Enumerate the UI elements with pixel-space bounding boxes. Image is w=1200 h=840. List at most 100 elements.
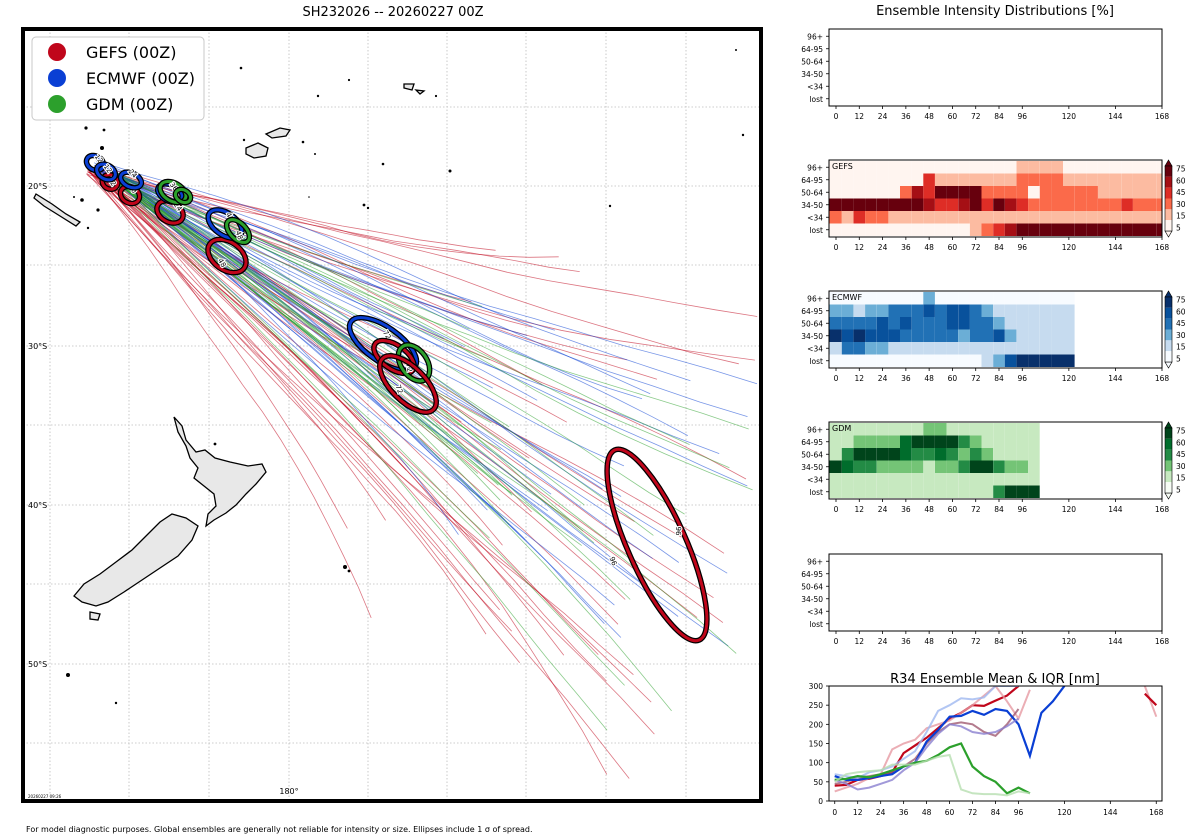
heatmap-cell	[1039, 161, 1052, 174]
ellipse-gdm-11: 48	[223, 216, 253, 246]
heatmap-cell	[981, 423, 994, 436]
heatmap-cell	[1121, 186, 1133, 199]
heatmap-cell	[911, 317, 924, 330]
heatmap-cell	[865, 329, 877, 342]
x-tick-label: 168	[1155, 505, 1170, 514]
footer-note: For model diagnostic purposes. Global en…	[26, 825, 533, 834]
heatmap-cell	[1016, 460, 1029, 473]
heatmap-cell	[1016, 186, 1029, 199]
heatmap-cell	[829, 161, 842, 174]
heatmap-cell	[911, 161, 924, 174]
panel-label: GDM	[832, 424, 851, 433]
intensity-panel-ecmwf: ECMWF 96+ 64-95 50-64 34-50 <34 lost 0 12 24 36 48 6…	[801, 290, 1186, 383]
heatmap-cell	[865, 198, 877, 211]
heatmap-cell	[935, 354, 947, 367]
track-line	[107, 180, 608, 731]
row-label: lost	[809, 95, 823, 104]
heatmap-cell	[888, 460, 900, 473]
heatmap-cell	[1098, 161, 1110, 174]
heatmap-cell	[829, 186, 842, 199]
colorbar-tick: 30	[1176, 331, 1186, 340]
heatmap-cell	[1028, 342, 1040, 355]
track-line	[98, 160, 622, 638]
heatmap-cell	[888, 186, 900, 199]
row-label: 34-50	[801, 332, 823, 341]
timestamp-stamp: 20260227 09:26	[28, 794, 62, 799]
x-tick-label: 60	[948, 243, 958, 252]
heatmap-cell	[1156, 198, 1162, 211]
heatmap-cell	[969, 304, 982, 317]
heatmap-cell	[900, 329, 912, 342]
heatmap-cell	[958, 342, 970, 355]
heatmap-cell	[1063, 161, 1075, 174]
heatmap-cell	[876, 423, 889, 436]
r34-x-tick: 144	[1103, 808, 1118, 817]
fiji-viti-levu	[245, 142, 269, 159]
colorbar-tick: 5	[1176, 486, 1181, 495]
heatmap-cell	[1063, 329, 1075, 342]
heatmap-cell	[923, 198, 935, 211]
heatmap-cell	[969, 354, 982, 367]
heatmap-cell	[1004, 485, 1017, 498]
heatmap-cell	[993, 292, 1005, 305]
heatmap-cell	[1051, 198, 1063, 211]
heatmap-cell	[993, 342, 1005, 355]
track-line	[109, 179, 753, 491]
r34-x-tick: 60	[945, 808, 955, 817]
row-label: lost	[809, 488, 823, 497]
heatmap-cell	[900, 317, 912, 330]
heatmap-cell	[853, 292, 866, 305]
r34-y-tick: 50	[813, 778, 823, 787]
heatmap-cell	[888, 329, 900, 342]
r34-x-tick: 24	[876, 808, 886, 817]
x-tick-label: 96	[1018, 637, 1028, 646]
heatmap-cell	[1132, 223, 1145, 236]
x-tick-label: 0	[834, 243, 839, 252]
heatmap-cell	[946, 423, 959, 436]
heatmap-cell	[1016, 292, 1029, 305]
heatmap-cell	[900, 198, 912, 211]
track-line	[86, 173, 580, 272]
heatmap-cell	[946, 317, 959, 330]
legend-label-ecmwf: ECMWF (00Z)	[86, 69, 195, 88]
heatmap-cell	[969, 329, 982, 342]
track-line	[95, 168, 720, 454]
heatmap-cell	[1016, 435, 1029, 448]
r34-y-tick: 300	[809, 682, 824, 691]
heatmap-cell	[958, 435, 970, 448]
row-label: 96+	[807, 557, 823, 566]
heatmap-cell	[888, 423, 900, 436]
colorbar-tick: 5	[1176, 224, 1181, 233]
heatmap-cell	[841, 342, 854, 355]
heatmap-cell	[1016, 223, 1029, 236]
r34-y-tick: 100	[809, 759, 824, 768]
heatmap-cell	[1063, 173, 1075, 186]
colorbar-tick: 75	[1176, 296, 1186, 305]
row-label: <34	[807, 213, 823, 222]
heatmap-cell	[1156, 173, 1162, 186]
heatmap-cell	[993, 473, 1005, 486]
heatmap-cell	[923, 354, 935, 367]
heatmap-cell	[1039, 329, 1052, 342]
track-line	[93, 172, 630, 779]
heatmap-cell	[1063, 342, 1075, 355]
x-tick-label: 72	[971, 637, 981, 646]
heatmap-cell	[1004, 460, 1017, 473]
heatmap-cell	[865, 304, 877, 317]
heatmap-cell	[935, 342, 947, 355]
r34-x-tick: 72	[968, 808, 978, 817]
heatmap-cell	[1039, 304, 1052, 317]
r34-y-tick: 0	[818, 797, 823, 806]
heatmap-cell	[1004, 223, 1017, 236]
row-label: lost	[809, 620, 823, 629]
legend-marker-ecmwf	[48, 69, 66, 87]
intensity-panel-gefs: GEFS 96+ 64-95 50-64 34-50 <34 lost 0 12 24 36 48 60…	[801, 159, 1186, 252]
heatmap-cell	[1098, 186, 1110, 199]
heatmap-cell	[958, 448, 970, 461]
heatmap-cell	[841, 435, 854, 448]
heatmap-cell	[923, 423, 935, 436]
row-label: 34-50	[801, 595, 823, 604]
heatmap-cell	[946, 473, 959, 486]
land	[33, 83, 426, 621]
